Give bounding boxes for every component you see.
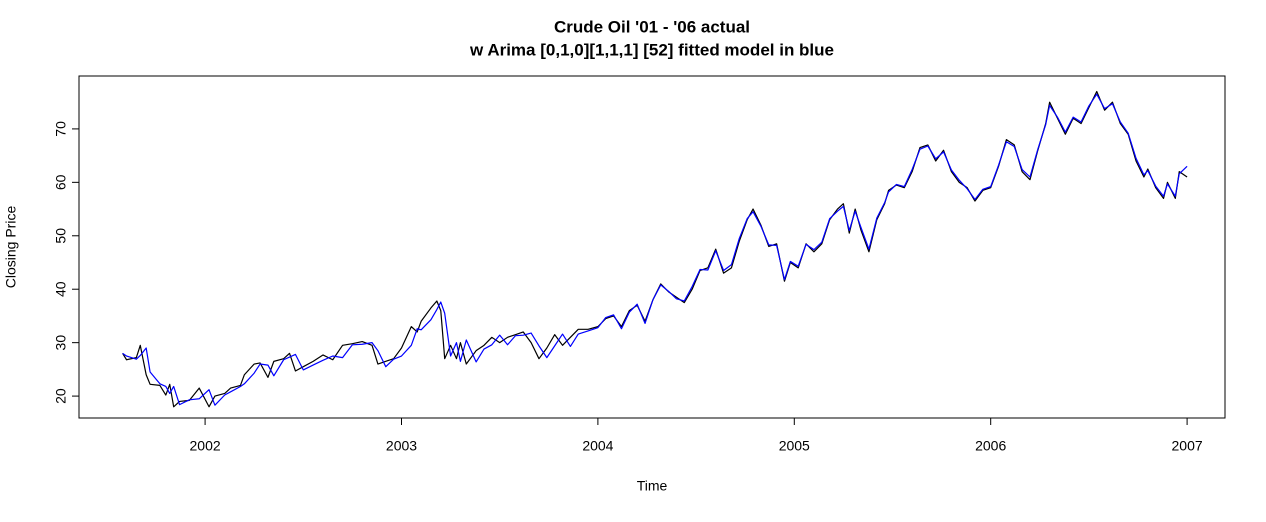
x-tick-label: 2003 [386,438,417,454]
y-tick-label: 70 [53,121,69,137]
x-tick-label: 2006 [975,438,1006,454]
x-axis-label: Time [637,478,668,494]
x-tick-label: 2005 [779,438,810,454]
y-tick-label: 50 [53,228,69,244]
series-line [122,93,1188,406]
chart-subtitle: w Arima [0,1,0][1,1,1] [52] fitted model… [469,40,834,59]
x-tick-label: 2002 [190,438,221,454]
y-tick-label: 30 [53,335,69,351]
y-tick-label: 40 [53,281,69,297]
x-tick-label: 2007 [1172,438,1203,454]
y-axis-label: Closing Price [3,206,19,289]
chart-title: Crude Oil '01 - '06 actual [554,17,750,36]
y-tick-label: 20 [53,388,69,404]
y-tick-label: 60 [53,174,69,190]
x-tick-label: 2004 [582,438,613,454]
